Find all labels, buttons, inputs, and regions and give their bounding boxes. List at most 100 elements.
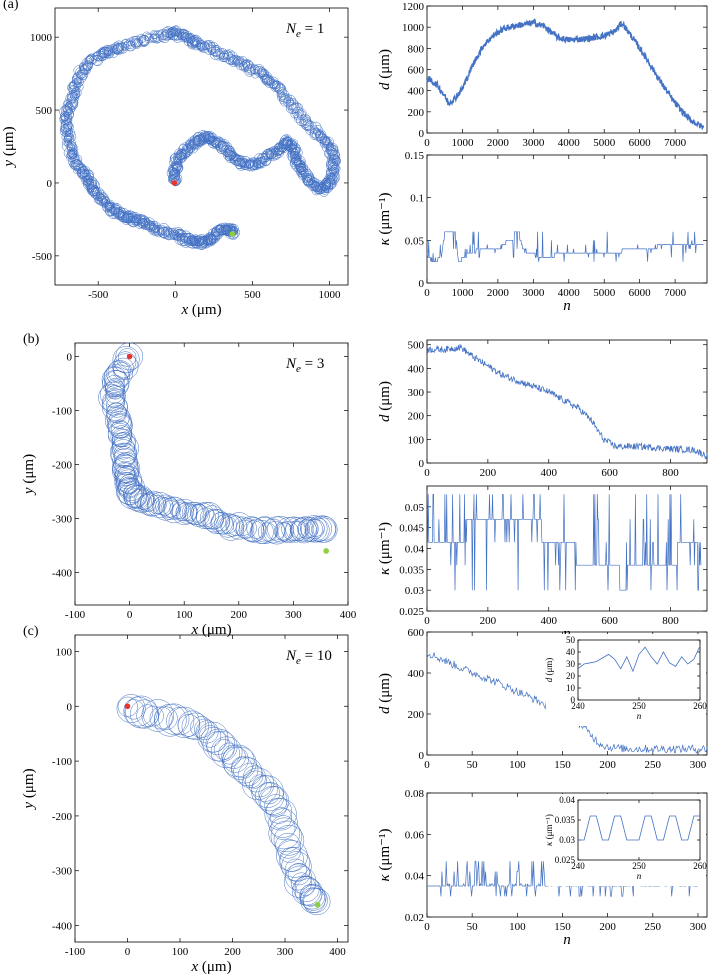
end-point-marker [323,548,329,554]
x-tick-label: 300 [690,921,707,933]
trajectory-circle [284,858,307,881]
y-tick-label: 200 [408,709,425,721]
y-tick-label: 300 [408,387,425,399]
y-tick-label: 0.04 [405,871,425,883]
x-tick-label: 50 [467,759,479,771]
trajectory-circle [238,516,264,542]
x-tick-label: 260 [693,701,707,711]
trajectory-circle [172,501,192,521]
trajectory-circle [152,31,164,43]
trajectory-circle [158,703,190,735]
trajectory-circle [149,706,173,730]
trajectory-circle [231,55,241,65]
trajectory-circle [204,509,224,530]
trajectory-circle [153,33,161,42]
trajectory-circle [160,496,188,524]
trajectory-circle [114,432,132,451]
x-tick-label: 600 [601,467,618,479]
trajectory-circle [268,808,298,838]
trajectory-circle [191,502,219,530]
y-tick-label: -400 [52,921,73,933]
trajectory-circle [101,366,128,393]
trajectory-circle [107,413,133,439]
trajectory-circle [114,45,123,54]
panel-c-k: 0 50 100 150 200 250 300 0.02 0.04 0.06 0.08 κ (μm⁻… [377,788,708,948]
inset-c-k: 240 250 260 0.025 0.03 0.035 0.04 n κ (μm⁻¹) [544,794,707,886]
trajectory-circle [131,35,143,47]
axes-frame [74,342,349,606]
x-tick-label: 100 [509,759,526,771]
trajectory-circle [270,807,292,829]
trajectory-circle [150,29,160,40]
axes-frame [426,631,708,756]
panel-a-k: 0 1000 2000 3000 4000 5000 6000 7000 0 0.05 0.1 0.1… [377,150,708,314]
trajectory-circle [214,514,234,535]
x-axis-label: n [563,298,571,314]
trajectory-circle [225,54,237,66]
trajectory-circle [69,89,77,98]
x-tick-label: 4000 [558,287,581,299]
trajectory-circle [241,767,275,801]
x-tick-label: 240 [571,861,585,871]
trajectory-circle [130,36,142,48]
trajectory-circle [69,97,79,108]
trajectory-circle [221,514,244,537]
trajectory-circle [300,884,327,911]
trajectory-circle [254,781,285,812]
trajectory-circle [292,102,304,114]
y-tick-label: -100 [52,756,73,768]
trajectory-circle [218,53,228,63]
trajectory-circle [64,139,73,148]
trajectory-circle [113,446,136,468]
axes-frame [426,154,708,284]
trajectory-circle [218,742,241,765]
x-tick-label: 100 [176,609,193,621]
trajectory-circle [298,517,323,542]
trajectory-circle [95,196,104,205]
y-tick-label: -100 [52,406,73,418]
trajectory-circle [126,485,154,513]
trajectory-circle [153,703,187,737]
trajectory-circle [311,179,324,191]
axes-frame [426,339,708,464]
trajectory-circle [183,501,207,525]
trajectory-circle [175,228,185,238]
y-tick-label: 0.035 [399,564,424,576]
x-tick-label: 7000 [664,137,687,149]
y-tick-label: -200 [52,811,73,823]
series-line-kappa [426,231,704,263]
y-tick-label: 500 [408,340,425,352]
trajectory-circle [245,770,267,793]
x-tick-label: 3000 [522,287,545,299]
trajectory-circle [200,505,225,530]
trajectory-circle [235,517,257,539]
trajectory-circle [160,227,170,237]
x-tick-label: 0 [424,467,430,479]
x-axis-label: x (μm) [190,622,231,638]
n-e-label: Ne = 1 [285,21,324,40]
trajectory-circle [258,785,288,815]
trajectory-circle [303,119,314,131]
trajectory-circle [134,492,152,510]
x-tick-label: 0 [125,946,131,958]
panel-label: (c) [23,624,39,639]
trajectory-circle [63,109,74,121]
x-tick-label: 250 [632,701,646,711]
trajectory-circle [273,521,293,541]
trajectory-circle [84,56,93,65]
trajectory-circle [93,195,102,204]
y-tick-label: -500 [32,251,53,263]
y-tick-label: 20 [566,671,576,681]
trajectory-circle [211,512,231,532]
y-axis-label: κ (μm⁻¹) [377,828,393,881]
inset-x-label: n [637,711,642,721]
trajectory-circle [136,33,147,44]
axes-frame [426,5,708,134]
trajectory-circle [268,817,301,850]
trajectory-circle [152,494,179,521]
trajectory-circle [113,40,125,52]
trajectory-circle [197,42,205,50]
x-tick-label: 1000 [451,137,474,149]
trajectory-circle [123,696,154,727]
trajectory-circle [104,50,113,59]
